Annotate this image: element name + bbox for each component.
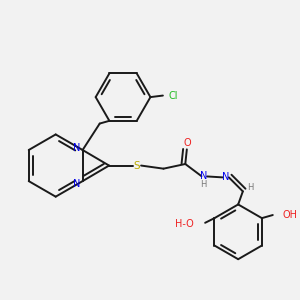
Text: H: H bbox=[200, 180, 206, 189]
Text: Cl: Cl bbox=[168, 91, 178, 100]
Text: N: N bbox=[200, 171, 208, 182]
Text: N: N bbox=[73, 178, 81, 189]
Text: H-O: H-O bbox=[176, 219, 194, 230]
Text: N: N bbox=[222, 172, 230, 182]
Text: OH: OH bbox=[282, 210, 297, 220]
Text: N: N bbox=[73, 142, 81, 152]
Text: S: S bbox=[134, 160, 140, 171]
Text: H: H bbox=[248, 183, 254, 192]
Text: O: O bbox=[184, 138, 191, 148]
